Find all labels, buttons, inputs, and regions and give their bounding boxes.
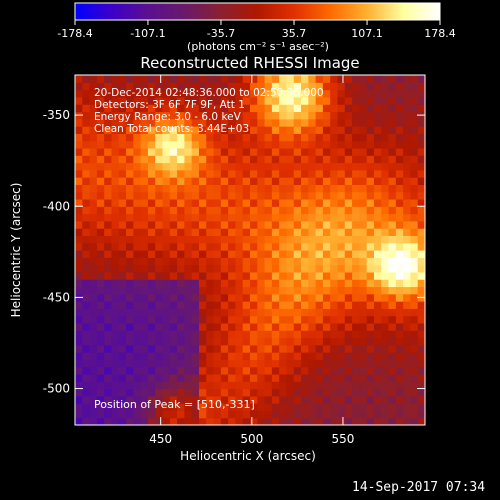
colorbar-tick-label: -178.4 bbox=[57, 27, 92, 40]
y-axis-label: Heliocentric Y (arcsec) bbox=[9, 183, 23, 318]
y-tick-label: -500 bbox=[43, 382, 70, 396]
peak-position-label: Position of Peak = [510,-331] bbox=[94, 398, 255, 411]
x-tick-label: 500 bbox=[240, 432, 263, 446]
colorbar-tick-label: 35.7 bbox=[282, 27, 307, 40]
observation-annotations: 20-Dec-2014 02:48:36.000 to 02:50:36.000… bbox=[94, 87, 324, 135]
x-axis-label: Heliocentric X (arcsec) bbox=[180, 449, 316, 463]
colorbar-tick-label: 178.4 bbox=[424, 27, 456, 40]
colorbar-ticks: -178.4 -107.1 -35.7 35.7 107.1 178.4 bbox=[57, 20, 456, 40]
annotation-line: 20-Dec-2014 02:48:36.000 to 02:50:36.000 bbox=[94, 87, 324, 99]
colorbar-units-label: (photons cm⁻² s⁻¹ asec⁻²) bbox=[187, 40, 329, 53]
y-tick-label: -450 bbox=[43, 290, 70, 304]
annotation-line: Clean Total counts: 3.44E+03 bbox=[94, 123, 249, 135]
chart-title: Reconstructed RHESSI Image bbox=[140, 54, 359, 72]
heatmap-image bbox=[75, 75, 425, 425]
annotation-line: Energy Range: 3.0 - 6.0 keV bbox=[94, 111, 242, 123]
plot-frame bbox=[74, 74, 426, 426]
colorbar bbox=[74, 2, 441, 21]
axes: 450 500 550 -350 -400 -450 -500 bbox=[43, 75, 425, 446]
y-tick-label: -350 bbox=[43, 108, 70, 122]
colorbar-tick-label: -35.7 bbox=[207, 27, 235, 40]
annotation-line: Detectors: 3F 6F 7F 9F, Att 1 bbox=[94, 99, 245, 111]
y-tick-label: -400 bbox=[43, 199, 70, 213]
colorbar-tick-label: 107.1 bbox=[351, 27, 383, 40]
footer-date: 14-Sep-2017 07:34 bbox=[352, 480, 486, 495]
colorbar-tick-label: -107.1 bbox=[130, 27, 165, 40]
x-tick-label: 450 bbox=[149, 432, 172, 446]
x-tick-label: 550 bbox=[332, 432, 355, 446]
